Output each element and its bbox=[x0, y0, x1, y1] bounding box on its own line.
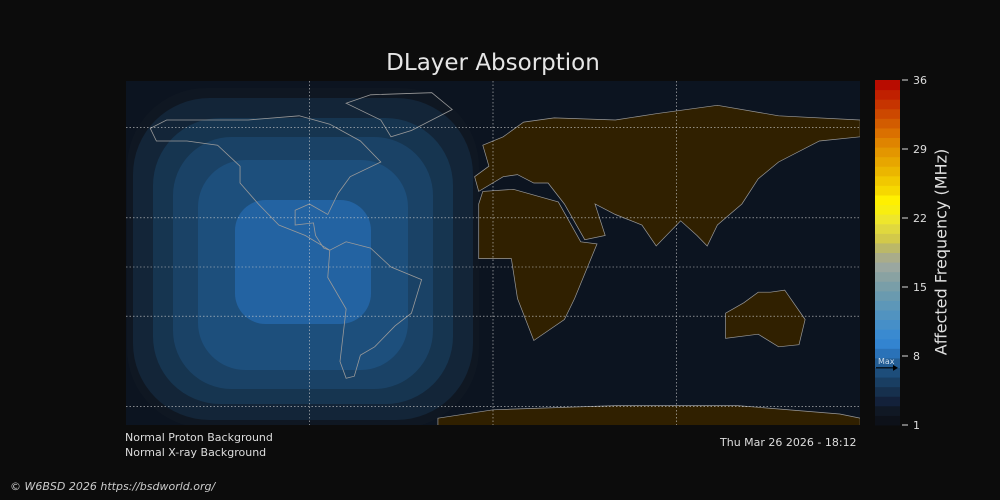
colorbar-band bbox=[875, 147, 900, 158]
timestamp: Thu Mar 26 2026 - 18:12 bbox=[720, 436, 857, 449]
colorbar-band bbox=[875, 204, 900, 215]
colorbar-band bbox=[875, 108, 900, 119]
colorbar-band bbox=[875, 185, 900, 196]
colorbar-band bbox=[875, 281, 900, 292]
colorbar-band bbox=[875, 271, 900, 282]
coastline bbox=[149, 115, 382, 251]
colorbar-band bbox=[875, 118, 900, 129]
colorbar-band bbox=[875, 367, 900, 378]
colorbar-band bbox=[875, 252, 900, 263]
absorption-contour bbox=[235, 200, 371, 324]
colorbar-tick-label: 1 bbox=[913, 419, 920, 432]
colorbar-band bbox=[875, 386, 900, 397]
colorbar-band bbox=[875, 223, 900, 234]
landmass bbox=[474, 104, 860, 247]
colorbar-tick-label: 15 bbox=[913, 281, 927, 294]
colorbar-band bbox=[875, 80, 900, 91]
colorbar-band bbox=[875, 127, 900, 138]
colorbar-band bbox=[875, 137, 900, 148]
colorbar-band bbox=[875, 310, 900, 321]
colorbar-band bbox=[875, 214, 900, 225]
colorbar-band bbox=[875, 262, 900, 273]
landmass bbox=[437, 405, 860, 425]
colorbar-tick-label: 29 bbox=[913, 143, 927, 156]
colorbar-band bbox=[875, 405, 900, 416]
colorbar-band bbox=[875, 166, 900, 177]
colorbar-band bbox=[875, 338, 900, 349]
colorbar-tick-label: 8 bbox=[913, 350, 920, 363]
coastline bbox=[345, 92, 453, 138]
colorbar-band bbox=[875, 156, 900, 167]
landmass bbox=[725, 289, 806, 348]
colorbar-band bbox=[875, 300, 900, 311]
colorbar-band bbox=[875, 329, 900, 340]
colorbar-label: Affected Frequency (MHz) bbox=[931, 148, 951, 356]
colorbar-band bbox=[875, 195, 900, 206]
colorbar-band bbox=[875, 357, 900, 368]
colorbar-band bbox=[875, 377, 900, 388]
colorbar-band bbox=[875, 89, 900, 100]
colorbar-band bbox=[875, 242, 900, 253]
colorbar-band bbox=[875, 233, 900, 244]
colorbar-band bbox=[875, 99, 900, 110]
colorbar: 1 8 15 22 29 36 Max bbox=[875, 74, 927, 432]
xray-status: Normal X-ray Background bbox=[125, 446, 267, 459]
max-arrow-head-icon bbox=[893, 364, 898, 371]
colorbar-tick-label: 36 bbox=[913, 74, 927, 87]
colorbar-tick-label: 22 bbox=[913, 212, 927, 225]
colorbar-band bbox=[875, 348, 900, 359]
colorbar-band bbox=[875, 290, 900, 301]
chart-title: DLayer Absorption bbox=[386, 50, 600, 76]
colorbar-band bbox=[875, 175, 900, 186]
max-marker-label: Max bbox=[878, 357, 895, 366]
landmass bbox=[478, 188, 598, 342]
proton-status: Normal Proton Background bbox=[125, 431, 273, 444]
absorption-map bbox=[126, 81, 860, 425]
colorbar-band bbox=[875, 396, 900, 407]
coastline bbox=[327, 241, 423, 379]
copyright: © W6BSD 2026 https://bsdworld.org/ bbox=[10, 480, 216, 493]
colorbar-band bbox=[875, 319, 900, 330]
colorbar-band bbox=[875, 415, 900, 426]
